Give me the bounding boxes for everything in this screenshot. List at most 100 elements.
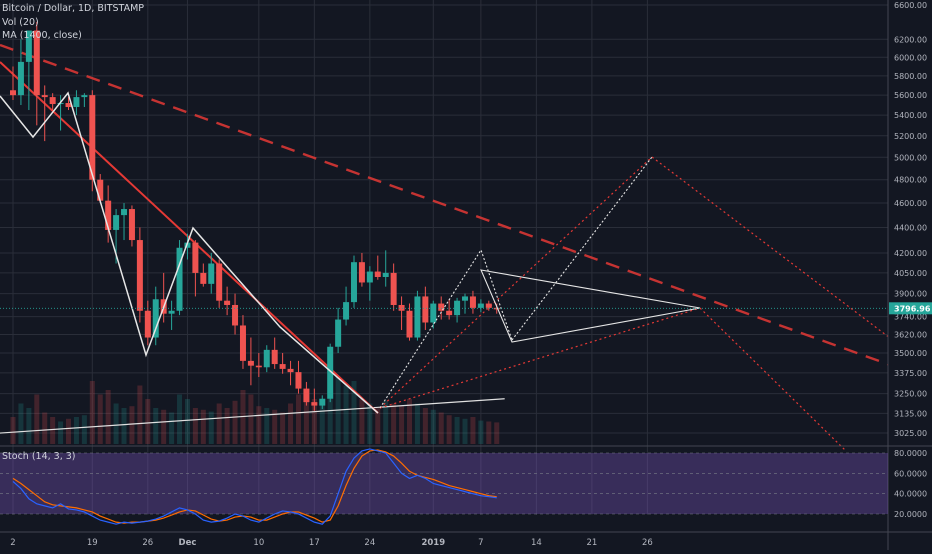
volume-bar bbox=[438, 412, 444, 444]
time-tick-label: 2019 bbox=[421, 538, 445, 548]
candle-body bbox=[398, 304, 405, 311]
price-tick-label: 4600.00 bbox=[894, 199, 927, 208]
stoch-legend: Stoch (14, 3, 3) bbox=[2, 451, 76, 462]
candle-body bbox=[105, 200, 112, 230]
candle-body bbox=[311, 402, 318, 406]
volume-legend: Vol (20) bbox=[2, 17, 39, 28]
volume-bar bbox=[351, 381, 357, 444]
candle-body bbox=[97, 179, 104, 201]
volume-bar bbox=[430, 409, 436, 444]
price-tick-label: 3250.00 bbox=[894, 390, 927, 399]
candle-body bbox=[390, 272, 397, 305]
candle-body bbox=[247, 360, 254, 366]
volume-bar bbox=[161, 409, 167, 444]
volume-bar bbox=[446, 415, 452, 444]
candle-body bbox=[17, 61, 24, 96]
candle-body bbox=[81, 95, 88, 98]
pitchfork-lower bbox=[379, 307, 701, 409]
candle-body bbox=[216, 263, 223, 301]
candle-body bbox=[239, 325, 246, 361]
candle-body bbox=[255, 365, 262, 368]
volume-bar bbox=[58, 421, 64, 444]
stoch-tick-label: 40.0000 bbox=[894, 490, 927, 499]
volume-bar bbox=[399, 406, 405, 444]
price-tick-label: 3620.00 bbox=[894, 330, 927, 339]
volume-bar bbox=[232, 400, 238, 444]
price-tick-label: 3900.00 bbox=[894, 290, 927, 299]
time-tick-label: 14 bbox=[531, 538, 542, 548]
projection-line-a bbox=[651, 156, 932, 371]
price-tick-label: 3375.00 bbox=[894, 369, 927, 378]
ma-1400-line bbox=[0, 398, 505, 434]
candle-body bbox=[263, 349, 270, 368]
volume-bar bbox=[295, 394, 301, 444]
candle-body bbox=[121, 209, 128, 216]
candle-body bbox=[128, 209, 135, 241]
volume-bar bbox=[470, 417, 476, 444]
volume-bar bbox=[97, 394, 103, 444]
candle-body bbox=[493, 307, 500, 310]
volume-bar bbox=[375, 408, 381, 444]
volume-bar bbox=[50, 417, 56, 444]
target-dotted bbox=[511, 156, 653, 341]
time-tick-label: 24 bbox=[364, 538, 375, 548]
time-tick-label: 19 bbox=[87, 538, 98, 548]
candle-body bbox=[374, 271, 381, 277]
volume-bar bbox=[153, 408, 159, 444]
candle-body bbox=[208, 263, 215, 284]
candle-body bbox=[113, 215, 120, 230]
volume-bar bbox=[66, 418, 72, 444]
volume-bar bbox=[462, 418, 468, 444]
stoch-tick-label: 60.0000 bbox=[894, 469, 927, 478]
candle-body bbox=[49, 97, 56, 105]
candle-body bbox=[462, 296, 469, 301]
candle-body bbox=[335, 319, 342, 347]
candle-body bbox=[438, 303, 445, 311]
volume-bar bbox=[303, 390, 309, 444]
stoch-panel: 80.0000 60.0000 40.0000 20.0000 bbox=[0, 445, 932, 525]
price-tick-label: 5400.00 bbox=[894, 111, 927, 120]
volume-bar bbox=[264, 408, 270, 444]
candle-body bbox=[295, 372, 302, 389]
price-tick-label: 3740.00 bbox=[894, 313, 927, 322]
stoch-d-line bbox=[12, 449, 497, 524]
candle-body bbox=[414, 296, 421, 338]
volume-bar bbox=[73, 417, 79, 444]
candle-body bbox=[485, 303, 492, 308]
candle-body bbox=[73, 97, 80, 108]
candle-body bbox=[279, 364, 286, 369]
volume-bar bbox=[184, 399, 190, 444]
candle-body bbox=[366, 271, 373, 283]
volume-bar bbox=[105, 390, 111, 444]
volume-bar bbox=[343, 385, 349, 444]
candle-body bbox=[41, 95, 48, 98]
price-tick-label: 4050.00 bbox=[894, 269, 927, 278]
candle-body bbox=[327, 346, 334, 399]
candle-body bbox=[176, 247, 183, 311]
price-tick-label: 5800.00 bbox=[894, 72, 927, 81]
candle-body bbox=[422, 296, 429, 323]
volume-bar bbox=[10, 417, 16, 444]
candle-body bbox=[192, 242, 199, 273]
price-tick-label: 3025.00 bbox=[894, 429, 927, 438]
time-tick-label: 21 bbox=[586, 538, 597, 548]
volume-bar bbox=[288, 403, 294, 444]
ma-legend: MA (1400, close) bbox=[2, 30, 82, 41]
volume-bar bbox=[137, 385, 143, 444]
price-tick-label: 6000.00 bbox=[894, 53, 927, 62]
volume-bar bbox=[359, 399, 365, 444]
candle-body bbox=[271, 349, 278, 365]
stoch-tick-label: 20.0000 bbox=[894, 510, 927, 519]
volume-bar bbox=[383, 400, 389, 444]
candle-body bbox=[152, 299, 159, 338]
volume-bar bbox=[422, 408, 428, 444]
volume-bar bbox=[121, 408, 127, 444]
candle-body bbox=[469, 296, 476, 308]
price-tick-label: 6200.00 bbox=[894, 35, 927, 44]
candle-body bbox=[65, 103, 72, 108]
volume-bar bbox=[494, 422, 500, 444]
price-tick-label: 3500.00 bbox=[894, 349, 927, 358]
candle-body bbox=[446, 310, 453, 316]
